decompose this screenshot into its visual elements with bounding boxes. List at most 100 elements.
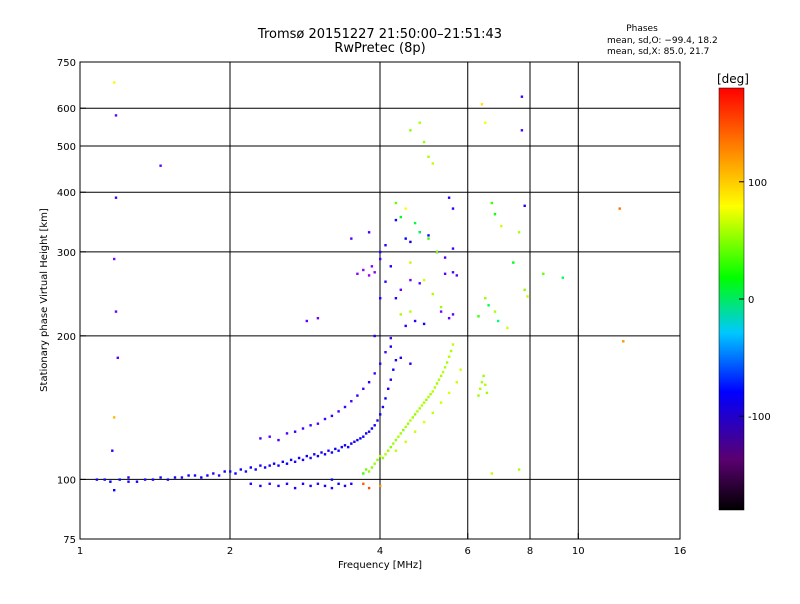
data-point [394,201,398,205]
data-point [404,207,407,210]
data-point [268,482,271,485]
data-point [427,237,430,240]
data-point [330,478,334,481]
data-point [384,351,387,354]
data-point [561,276,564,279]
data-point [323,453,327,456]
data-point [259,484,262,488]
data-point [404,237,407,240]
data-point [103,478,106,481]
data-point [439,374,443,378]
data-point [447,317,451,320]
data-point [268,435,271,438]
data-point [404,425,407,429]
data-point [379,297,382,300]
data-point [422,401,426,404]
data-point [455,274,458,277]
data-point [622,340,625,343]
data-point [402,428,405,432]
data-point [418,231,421,234]
data-point [485,391,489,395]
data-point [193,474,197,477]
data-point [365,432,368,435]
data-point [416,410,419,413]
data-point [389,336,392,340]
data-point [367,381,371,384]
data-point [399,288,402,291]
data-point [447,391,451,395]
data-point [404,324,407,328]
data-point [316,317,320,320]
data-point [350,442,353,445]
data-point [367,430,371,433]
x-tick-label: 1 [77,546,83,557]
x-tick-label: 16 [674,546,687,557]
data-point [159,476,162,479]
data-point [387,387,390,390]
data-point [370,466,374,469]
data-point [234,472,237,475]
data-point [406,422,410,425]
x-tick-label: 2 [227,546,233,557]
colorbar-tick-label: 100 [748,178,767,189]
data-point [409,261,412,264]
data-point [356,438,359,442]
data-point [109,480,112,483]
data-point [173,476,177,479]
data-point [356,394,359,397]
phases-mean-x: mean, sd,X: 85.0, 21.7 [607,47,709,57]
data-point [422,140,426,144]
data-point [384,397,387,400]
data-point [418,407,421,410]
data-point [425,398,428,401]
data-point [272,462,276,465]
data-point [217,474,221,477]
data-point [443,256,447,259]
data-point [347,445,350,449]
data-point [413,319,417,323]
data-point [418,121,421,124]
data-point [441,370,445,374]
data-point [392,368,395,371]
data-point [389,378,392,381]
data-point [399,432,402,435]
data-point [389,265,392,268]
data-point [309,424,312,427]
colorbar-label: [deg] [717,72,749,86]
data-point [239,468,242,471]
data-point [362,268,365,272]
data-point [404,440,407,443]
data-point [365,468,368,471]
data-point [285,432,289,435]
data-point [500,224,503,228]
grid-lines [80,62,680,539]
data-point [244,470,248,473]
data-point [200,476,203,479]
data-point [249,482,252,485]
data-point [482,374,485,378]
data-point [379,362,382,365]
data-point [409,419,412,422]
data-point [493,310,497,313]
data-point [422,278,426,282]
data-point [206,474,209,477]
y-tick-label: 500 [57,142,76,153]
data-point [343,484,347,488]
phases-mean-o: mean, sd,O: −99.4, 18.2 [607,36,718,46]
data-point [384,244,387,247]
data-point [337,449,340,452]
data-point [409,278,412,282]
chart-title-line2: RwPretec (8p) [334,41,425,56]
data-point [381,405,385,409]
data-point [350,400,353,403]
data-point [330,451,334,454]
data-point [143,478,147,481]
data-point [330,414,334,418]
data-point [289,458,293,462]
data-point [350,482,353,485]
data-point [512,261,515,264]
data-point [431,162,434,165]
data-point [420,404,424,407]
data-point [520,129,524,132]
